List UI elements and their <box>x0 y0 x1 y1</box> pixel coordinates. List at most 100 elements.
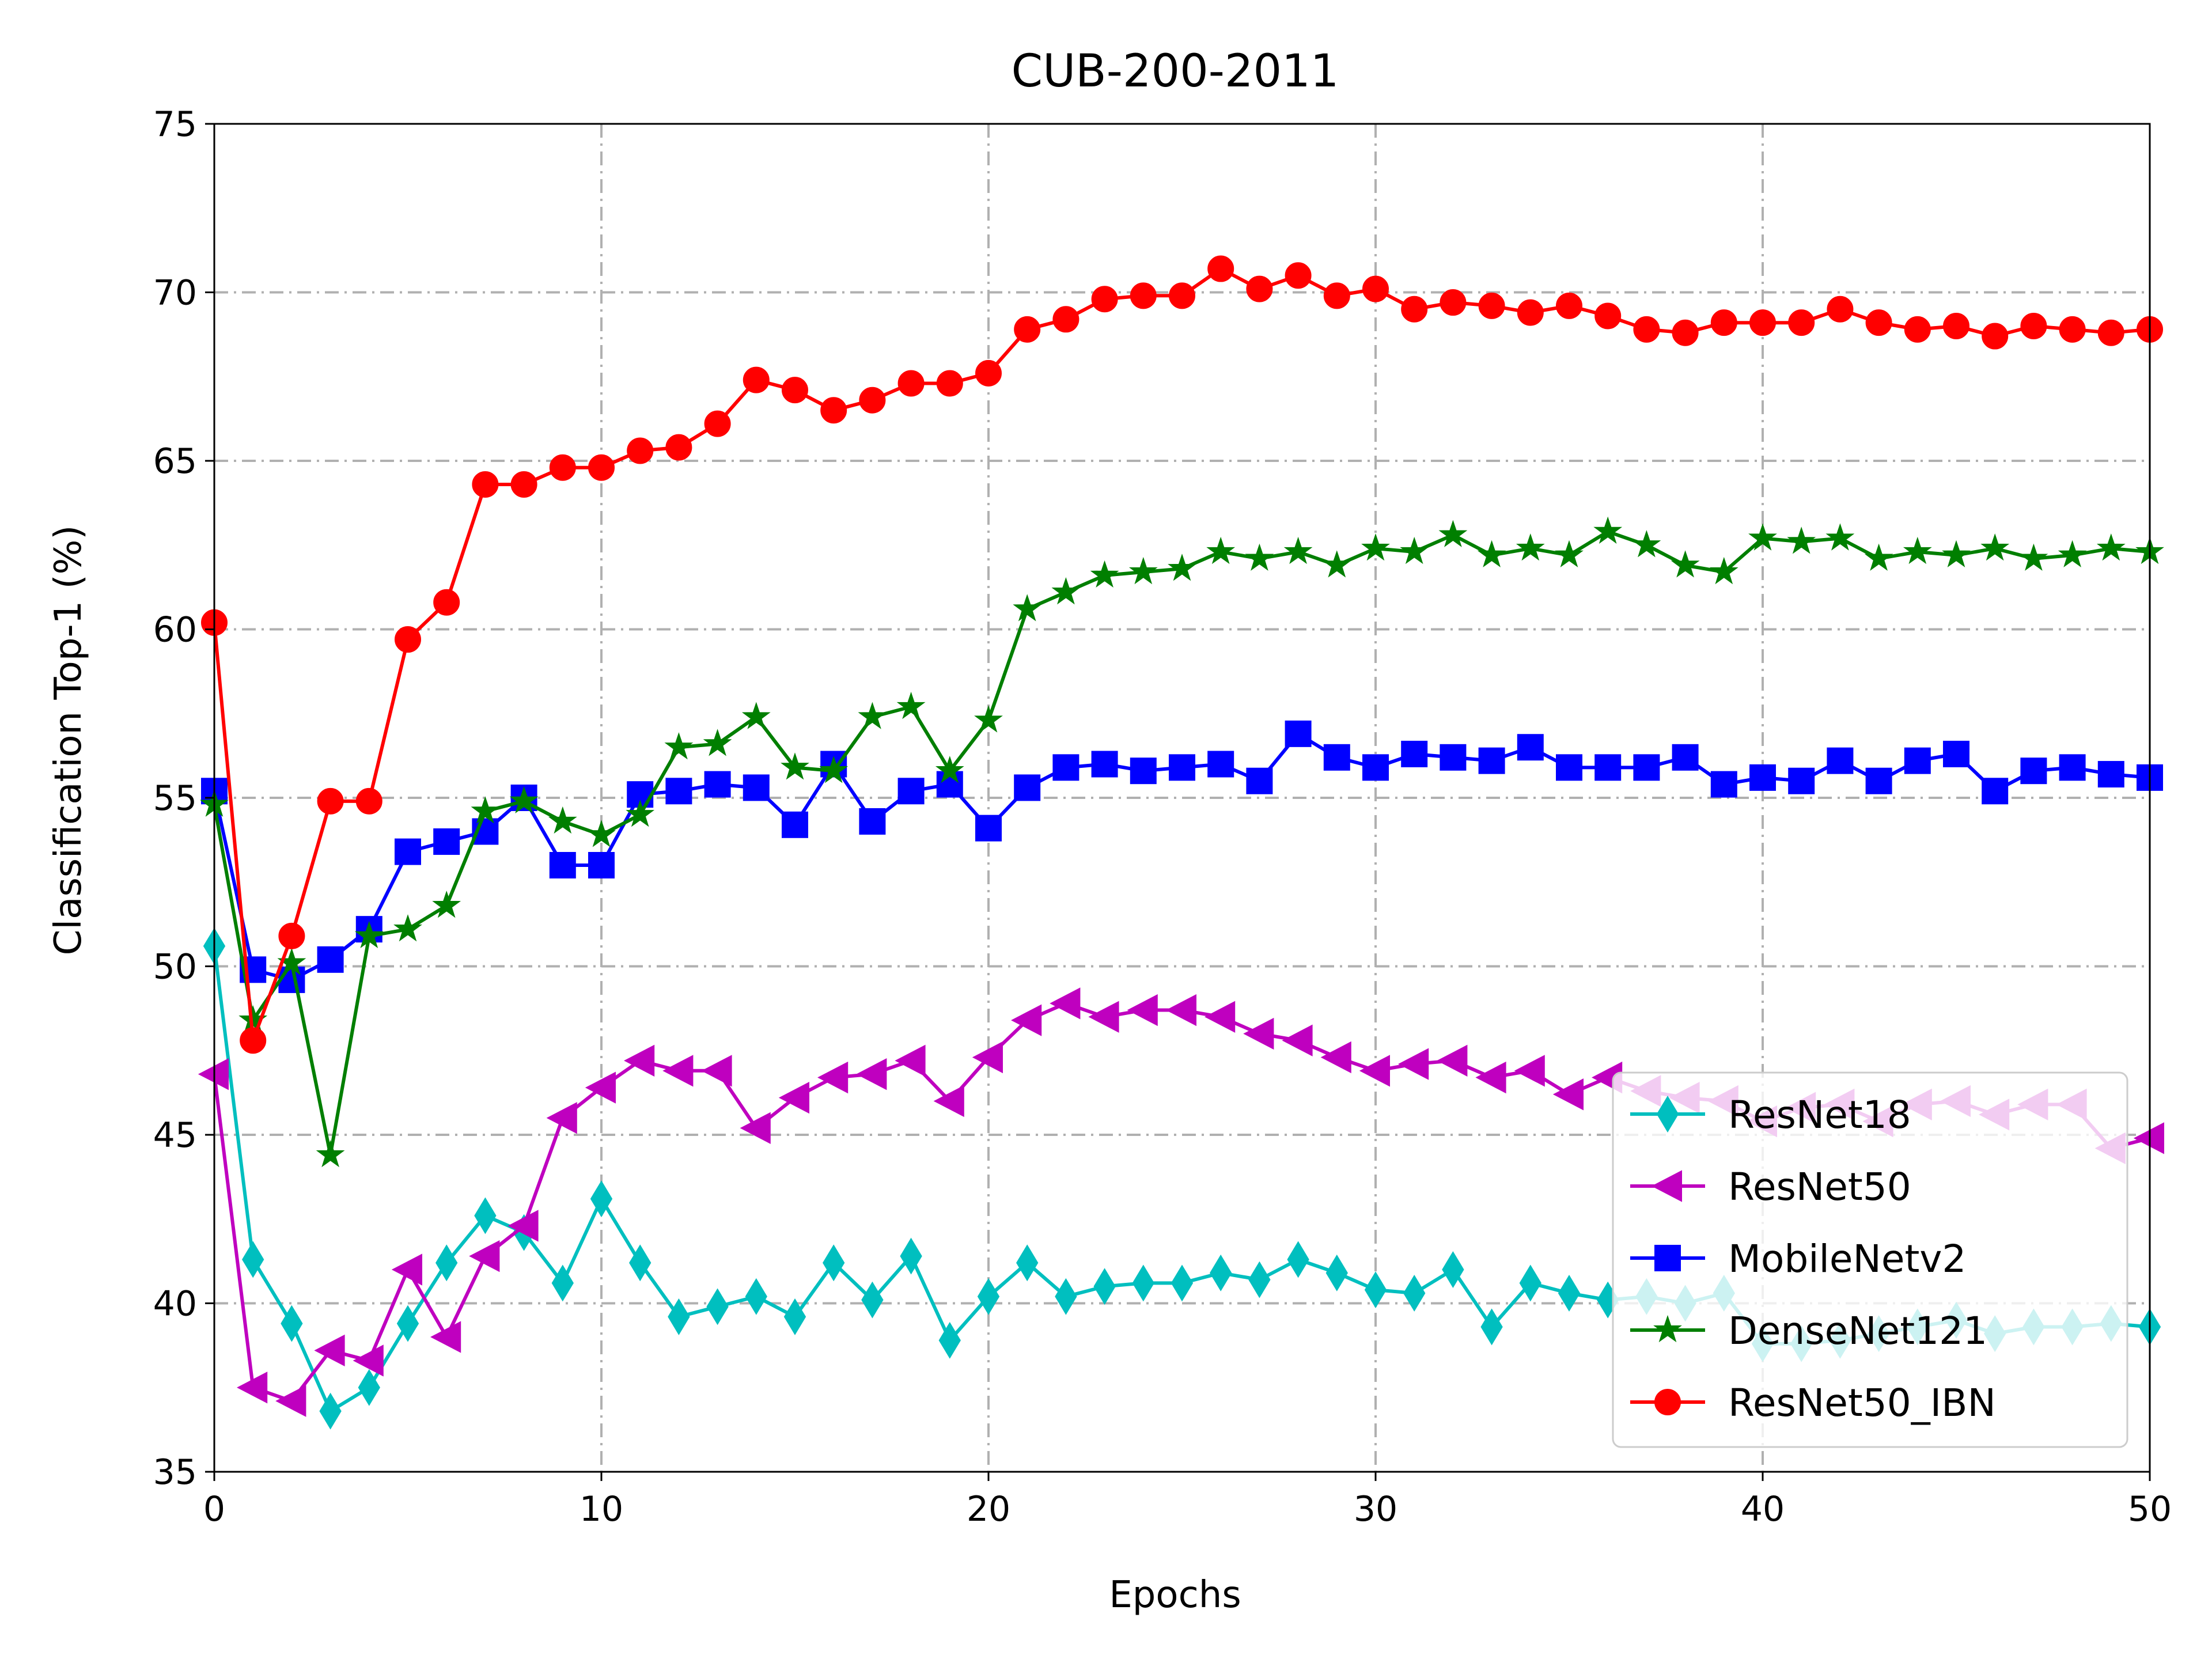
data-point <box>319 1392 342 1430</box>
data-point <box>471 796 500 824</box>
data-point <box>1556 292 1582 319</box>
data-point <box>1749 309 1776 336</box>
data-point <box>823 1244 845 1282</box>
data-point <box>974 705 1003 733</box>
data-point <box>745 1278 767 1315</box>
data-point <box>1093 1268 1116 1305</box>
legend-label: DenseNet121 <box>1728 1309 1987 1353</box>
data-point <box>1398 1048 1429 1080</box>
data-point <box>1558 1275 1581 1312</box>
legend-label: ResNet50_IBN <box>1728 1381 1996 1425</box>
data-point <box>665 434 692 461</box>
data-point <box>1787 527 1816 554</box>
data-point <box>433 828 460 855</box>
data-point <box>1594 302 1622 329</box>
data-point <box>549 852 576 878</box>
data-point <box>629 1244 652 1282</box>
legend-item: DenseNet121 <box>1630 1309 1987 1353</box>
data-point <box>1090 560 1119 588</box>
legend-item: ResNet18 <box>1630 1093 1911 1137</box>
data-point <box>1130 757 1157 785</box>
data-point <box>1245 543 1274 571</box>
data-point <box>900 1237 922 1275</box>
data-point <box>1362 275 1389 302</box>
data-point <box>1361 533 1390 561</box>
data-point <box>743 774 770 801</box>
data-point <box>938 1321 961 1359</box>
data-point <box>1052 754 1080 781</box>
data-point <box>393 914 422 942</box>
data-point <box>391 1253 422 1286</box>
data-point <box>1982 323 2009 350</box>
series-resnet50-ibn <box>201 255 2163 1054</box>
data-point <box>1322 550 1351 578</box>
data-point <box>281 1305 303 1342</box>
data-point <box>1514 1055 1545 1087</box>
data-point <box>856 1058 887 1090</box>
data-point <box>240 1027 267 1054</box>
data-point <box>2097 761 2124 788</box>
x-tick-label: 30 <box>1354 1489 1397 1529</box>
data-point <box>1325 1254 1348 1291</box>
data-point <box>1248 1261 1271 1298</box>
axis-ticks: 0 10 20 30 40 50 35 40 45 50 55 60 65 70 75 <box>153 104 2172 1529</box>
data-point <box>1593 516 1623 544</box>
data-point <box>435 1244 458 1282</box>
data-point <box>1865 767 1892 794</box>
data-point <box>1362 754 1389 781</box>
data-point <box>1323 282 1350 309</box>
data-point <box>474 1197 497 1234</box>
data-point <box>1169 282 1195 309</box>
data-point <box>588 852 615 878</box>
legend-label: ResNet18 <box>1728 1093 1911 1137</box>
data-point <box>1477 540 1506 567</box>
data-point <box>509 786 539 814</box>
data-point <box>1440 289 1467 316</box>
data-point <box>1207 751 1234 778</box>
data-point <box>1519 1264 1541 1302</box>
data-point <box>314 1334 345 1367</box>
legend-marker <box>1656 1096 1679 1132</box>
data-point <box>587 820 616 847</box>
data-point <box>1980 533 2010 561</box>
data-point <box>896 691 926 719</box>
data-point <box>1709 556 1738 585</box>
data-point <box>1364 1271 1387 1309</box>
data-point <box>624 1044 655 1077</box>
data-point <box>859 387 886 414</box>
data-point <box>1555 540 1584 567</box>
y-tick-label: 50 <box>153 947 197 987</box>
data-point <box>354 921 384 949</box>
data-point <box>2020 757 2047 785</box>
data-point <box>741 702 771 729</box>
data-point <box>781 752 809 780</box>
data-point <box>1903 536 1932 565</box>
data-point <box>1827 296 1854 323</box>
legend: ResNet18 ResNet50 MobileNetv2 DenseNet121 Re… <box>1612 1071 2128 1448</box>
legend-marker <box>1651 1170 1682 1202</box>
data-point <box>395 838 421 865</box>
data-point <box>546 1102 577 1134</box>
data-point <box>1169 754 1195 781</box>
data-point <box>1051 577 1081 605</box>
data-point <box>662 1055 694 1087</box>
data-point <box>585 1071 616 1104</box>
data-point <box>1516 533 1545 561</box>
data-point <box>1320 1041 1351 1074</box>
y-tick-label: 40 <box>153 1284 197 1324</box>
data-point <box>1442 1251 1464 1288</box>
x-tick-label: 40 <box>1741 1489 1785 1529</box>
data-point <box>1480 1308 1503 1346</box>
x-tick-label: 0 <box>203 1489 225 1529</box>
data-point <box>242 1241 264 1278</box>
data-point <box>1440 744 1467 771</box>
data-point <box>1013 594 1042 622</box>
data-point <box>1865 309 1892 336</box>
data-point <box>317 946 344 973</box>
y-tick-label: 75 <box>153 104 197 145</box>
data-point <box>858 702 887 729</box>
data-point <box>626 800 655 827</box>
data-point <box>1403 1275 1426 1312</box>
data-point <box>1016 1244 1039 1282</box>
data-point <box>897 778 925 805</box>
